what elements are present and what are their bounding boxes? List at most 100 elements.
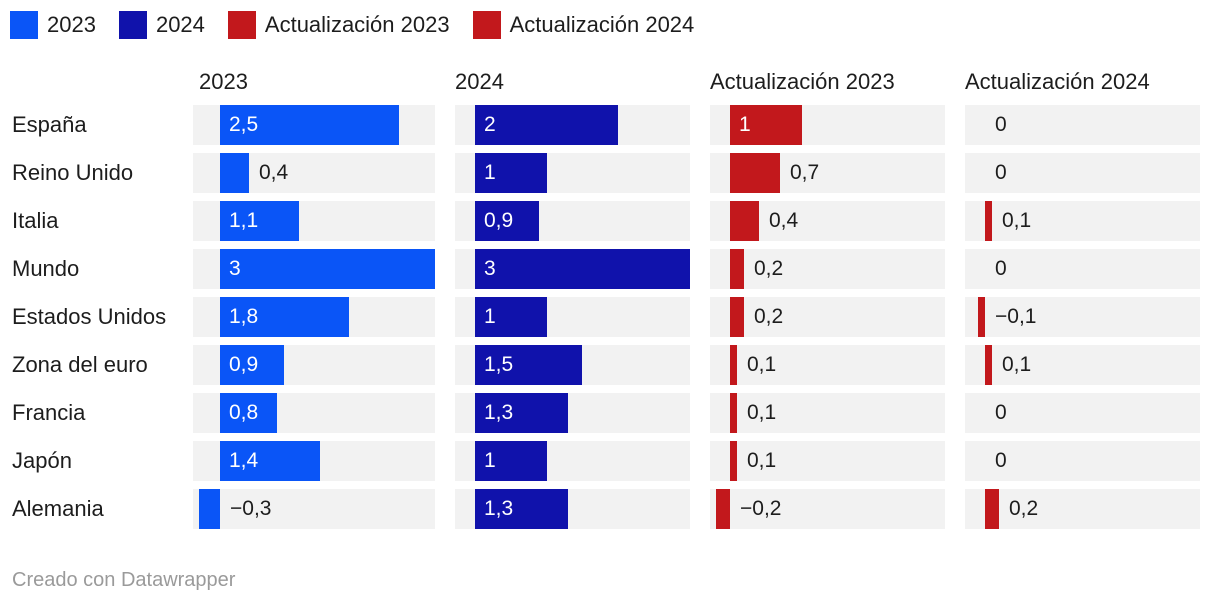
legend-label: 2024 xyxy=(155,12,205,37)
bar-track: 0,7 xyxy=(710,153,945,193)
bar-track: 0 xyxy=(965,393,1200,433)
legend-label: Actualización 2023 xyxy=(264,12,450,37)
bar xyxy=(475,201,539,241)
bar-track: 3 xyxy=(455,249,690,289)
value-label: 0 xyxy=(995,449,1007,472)
bar xyxy=(730,201,759,241)
bar xyxy=(220,105,399,145)
bar-track: 0 xyxy=(965,153,1200,193)
value-label: 0,1 xyxy=(1002,353,1032,376)
value-label: 2 xyxy=(484,113,496,136)
bar xyxy=(475,153,547,193)
value-label: 0,9 xyxy=(229,353,259,376)
bar-track: 0,2 xyxy=(965,489,1200,529)
bar xyxy=(475,105,618,145)
row-label: España xyxy=(12,112,87,137)
bar xyxy=(716,489,730,529)
bar-track: 0,4 xyxy=(710,201,945,241)
bar-track: 0,1 xyxy=(710,393,945,433)
bar-track: 0 xyxy=(965,105,1200,145)
bar-track: 3 xyxy=(193,249,435,289)
bar xyxy=(730,297,744,337)
row-label: Japón xyxy=(12,448,72,473)
bar xyxy=(978,297,985,337)
legend-item: Actualización 2023 xyxy=(227,11,450,39)
legend-swatch xyxy=(227,11,256,39)
value-label: 0 xyxy=(995,401,1007,424)
value-label: 0,2 xyxy=(754,305,784,328)
value-label: 3 xyxy=(484,257,496,280)
row-label: Francia xyxy=(12,400,86,425)
bar xyxy=(475,393,568,433)
value-label: −0,2 xyxy=(740,497,782,520)
column-header: Actualización 2024 xyxy=(965,69,1150,94)
value-label: −0,1 xyxy=(995,305,1037,328)
bar xyxy=(220,249,435,289)
value-label: 0,4 xyxy=(769,209,799,232)
bar xyxy=(730,249,744,289)
column-header: 2024 xyxy=(455,69,504,94)
bar-track: −0,1 xyxy=(965,297,1200,337)
value-label: 1,3 xyxy=(484,497,514,520)
row-label: Italia xyxy=(12,208,59,233)
bar xyxy=(730,153,780,193)
value-label: −0,3 xyxy=(230,497,272,520)
bar-track: 0 xyxy=(965,441,1200,481)
value-label: 0,2 xyxy=(1009,497,1039,520)
bar-track: 1 xyxy=(455,297,690,337)
bar xyxy=(475,297,547,337)
bar-track: 0,9 xyxy=(193,345,435,385)
legend-swatch xyxy=(472,11,501,39)
bar xyxy=(730,441,737,481)
row-label: Alemania xyxy=(12,496,104,521)
value-label: 0,1 xyxy=(1002,209,1032,232)
bar xyxy=(475,345,582,385)
legend-label: 2023 xyxy=(47,12,96,37)
value-label: 2,5 xyxy=(229,113,259,136)
bar xyxy=(220,201,299,241)
bar-track: 0,1 xyxy=(710,441,945,481)
value-label: 1,1 xyxy=(229,209,259,232)
bar-track: 2 xyxy=(455,105,690,145)
legend-item: 2023 xyxy=(10,11,96,39)
bar-track: 1,1 xyxy=(193,201,435,241)
legend-item: Actualización 2024 xyxy=(472,11,694,39)
bar-track: 0,2 xyxy=(710,297,945,337)
bar-track: −0,3 xyxy=(193,489,435,529)
bar-track: 1,5 xyxy=(455,345,690,385)
bar xyxy=(475,441,547,481)
bar-track: 0,2 xyxy=(710,249,945,289)
value-label: 0 xyxy=(995,257,1007,280)
bar-track: 1,3 xyxy=(455,393,690,433)
value-label: 0,9 xyxy=(484,209,514,232)
bar xyxy=(220,393,277,433)
row-label: Reino Unido xyxy=(12,160,134,185)
value-label: 0,8 xyxy=(229,401,259,424)
bar-track: 0 xyxy=(965,249,1200,289)
bar-track: 0,1 xyxy=(710,345,945,385)
bar xyxy=(475,249,690,289)
bar-track: 1 xyxy=(710,105,945,145)
bar xyxy=(199,489,220,529)
value-label: 0,2 xyxy=(754,257,784,280)
bar-track: −0,2 xyxy=(710,489,945,529)
value-label: 1,4 xyxy=(229,449,259,472)
bar-track: 1 xyxy=(455,153,690,193)
value-label: 0,4 xyxy=(259,161,289,184)
bar xyxy=(220,345,284,385)
row-label: Estados Unidos xyxy=(12,304,167,329)
legend: 2023 2024 Actualización 2023 Actualización … xyxy=(10,11,717,39)
value-label: 0,7 xyxy=(790,161,820,184)
value-label: 0 xyxy=(995,113,1007,136)
value-label: 1 xyxy=(484,449,496,472)
bar xyxy=(220,153,249,193)
bar-track: 0,9 xyxy=(455,201,690,241)
bar-track: 1 xyxy=(455,441,690,481)
value-label: 0 xyxy=(995,161,1007,184)
bar xyxy=(220,441,320,481)
bar-track: 0,1 xyxy=(965,345,1200,385)
bar-track: 1,4 xyxy=(193,441,435,481)
bar xyxy=(985,489,999,529)
column-header: 2023 xyxy=(199,69,248,94)
row-label: Mundo xyxy=(12,256,80,281)
